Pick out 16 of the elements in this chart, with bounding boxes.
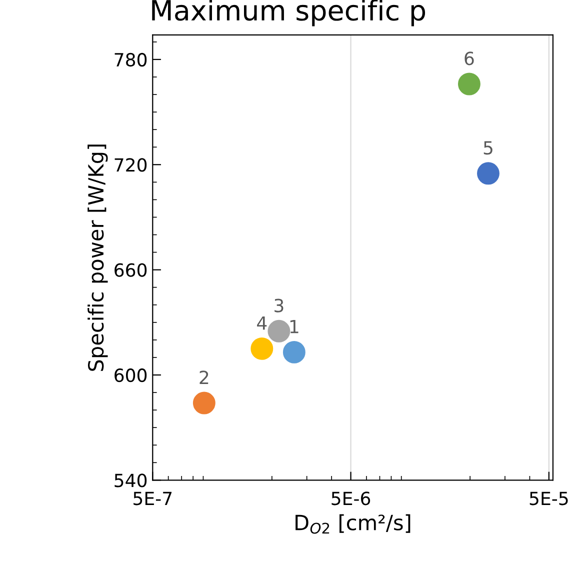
y-tick-label: 720 — [114, 158, 147, 172]
annotation: 5 — [484, 141, 492, 155]
annotation: 6 — [464, 52, 474, 66]
y-axis-title: Specific power [W/Kg] — [88, 144, 108, 371]
annotation: 4 — [257, 316, 267, 330]
y-tick-label: 540 — [114, 474, 147, 488]
x-axis-title: D$_{O2}$ [cm²/s] — [296, 514, 410, 534]
annotation: 2 — [200, 370, 208, 384]
y-tick-label: 780 — [114, 52, 147, 67]
x-tick-label: 5E-5 — [530, 492, 568, 506]
x-tick-label: 5E-7 — [134, 492, 172, 506]
y-tick-label: 660 — [114, 263, 147, 277]
annotation: 1 — [290, 320, 298, 334]
x-tick-label: 5E-6 — [332, 492, 370, 506]
annotation: 3 — [274, 298, 284, 312]
y-tick-label: 600 — [114, 368, 147, 382]
